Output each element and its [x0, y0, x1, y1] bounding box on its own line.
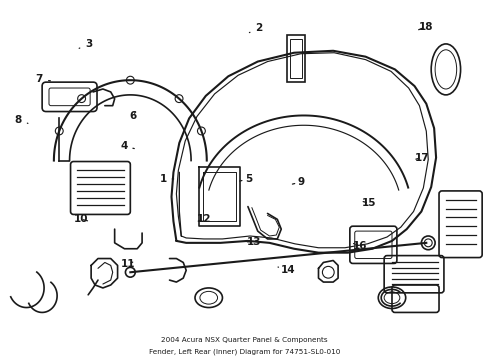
Bar: [286, 35, 304, 82]
Text: 8: 8: [15, 115, 28, 125]
Text: 18: 18: [418, 22, 432, 32]
Text: 10: 10: [73, 214, 88, 224]
Text: 2004 Acura NSX Quarter Panel & Components: 2004 Acura NSX Quarter Panel & Component…: [161, 337, 327, 343]
Text: 1: 1: [159, 174, 173, 184]
Text: Fender, Left Rear (Inner) Diagram for 74751-SL0-010: Fender, Left Rear (Inner) Diagram for 74…: [148, 349, 340, 355]
Text: 6: 6: [129, 111, 137, 121]
Text: 13: 13: [246, 237, 261, 247]
Text: 14: 14: [278, 265, 295, 275]
Text: 5: 5: [239, 174, 251, 184]
Text: 7: 7: [36, 74, 50, 84]
Text: 3: 3: [79, 39, 92, 49]
Text: 4: 4: [120, 141, 134, 151]
Text: 15: 15: [361, 198, 376, 208]
Text: 16: 16: [352, 241, 367, 251]
Text: 2: 2: [249, 23, 262, 33]
Bar: [289, 39, 301, 78]
Text: 9: 9: [292, 177, 304, 187]
Text: 17: 17: [414, 153, 428, 163]
Text: 11: 11: [121, 259, 136, 269]
Text: 12: 12: [196, 214, 211, 224]
